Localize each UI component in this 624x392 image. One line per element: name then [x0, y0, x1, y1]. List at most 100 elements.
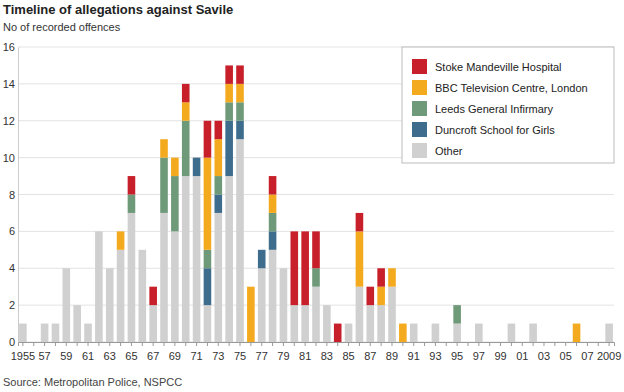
bar-segment [518, 342, 526, 343]
bar-segment [605, 323, 613, 324]
bar-segment [41, 323, 49, 324]
bar-segment [73, 305, 81, 342]
bar-segment [301, 231, 309, 305]
x-tick: 77 [256, 342, 268, 362]
x-tick-mark [565, 342, 566, 346]
bar-segment [562, 342, 570, 343]
x-tick: 1955 [11, 342, 35, 362]
bar-segment [356, 231, 364, 286]
bar-segment [214, 121, 222, 139]
bar-segment [30, 342, 38, 343]
bar-segment [432, 324, 440, 342]
x-tick-mark [489, 342, 490, 346]
y-tick: 2 [9, 299, 18, 311]
bar-segment [486, 342, 494, 343]
x-tick: 83 [321, 342, 333, 362]
bar-segment [41, 324, 49, 342]
bar-segment [225, 65, 233, 83]
x-tick-mark [598, 342, 599, 346]
bar-segment [290, 305, 298, 342]
bar-segment [52, 323, 60, 324]
bars [19, 65, 613, 342]
bar-segment [366, 305, 374, 342]
bar-segment [410, 323, 418, 324]
x-tick-mark [272, 342, 273, 346]
x-tick-mark [196, 342, 197, 346]
x-tick-mark [109, 342, 110, 346]
x-tick: 89 [386, 342, 398, 362]
x-tick: 63 [104, 342, 116, 362]
bar-segment [529, 324, 537, 342]
bar-segment [149, 305, 157, 342]
bar-segment [258, 249, 266, 250]
bar-segment [204, 158, 212, 250]
bar-segment [584, 342, 592, 343]
y-tick-label: 16 [3, 41, 15, 53]
bar-segment [52, 324, 60, 342]
bar-segment [573, 324, 581, 342]
x-tick-mark [142, 342, 143, 346]
x-tick: 2009 [597, 342, 621, 362]
y-tick-label: 10 [3, 152, 15, 164]
x-tick-label: 57 [38, 350, 50, 362]
bar-segment [73, 305, 81, 306]
x-tick [207, 342, 208, 346]
bar-segment [160, 139, 168, 140]
bar-segment [139, 249, 147, 250]
bar-segment [95, 231, 103, 232]
x-tick: 61 [82, 342, 94, 362]
bar-segment [280, 268, 288, 342]
bar-segment [149, 287, 157, 305]
bar-segment [410, 324, 418, 342]
x-tick-mark [359, 342, 360, 346]
bar-segment [73, 305, 81, 306]
bar-segment [19, 323, 27, 324]
x-tick: 03 [538, 342, 550, 362]
x-tick-mark [164, 342, 165, 346]
bar-segment [225, 121, 233, 176]
x-tick-mark [587, 342, 588, 346]
bar-segment [63, 268, 71, 342]
x-tick: 85 [342, 342, 354, 362]
x-tick: 97 [473, 342, 485, 362]
bar-segment [139, 249, 147, 250]
x-tick-label: 79 [277, 350, 289, 362]
bar-segment [486, 342, 494, 343]
bar-segment [486, 342, 494, 343]
bar-segment [171, 176, 179, 231]
x-tick-mark [457, 342, 458, 346]
bar-segment [399, 323, 407, 324]
bar-segment [529, 323, 537, 324]
x-tick [120, 342, 121, 346]
x-tick-mark [370, 342, 371, 346]
bar-segment [312, 231, 320, 268]
x-tick: 91 [408, 342, 420, 362]
bar-segment [464, 342, 472, 343]
bar-segment [171, 158, 179, 176]
bar-segment [584, 342, 592, 343]
x-tick-mark [326, 342, 327, 346]
bar-segment [594, 342, 602, 343]
bar-segment [280, 268, 288, 269]
bar-segment [562, 342, 570, 343]
bar-segment [540, 342, 548, 343]
x-tick-label: 69 [169, 350, 181, 362]
x-tick-label: 03 [538, 350, 550, 362]
bar-segment [594, 342, 602, 343]
bar-segment [204, 305, 212, 342]
bar-segment [258, 249, 266, 250]
bar-segment [540, 342, 548, 343]
x-tick-label: 01 [516, 350, 528, 362]
x-tick: 79 [277, 342, 289, 362]
bar-segment [258, 268, 266, 342]
bar-segment [529, 323, 537, 324]
x-tick: 57 [38, 342, 50, 362]
y-tick: 16 [3, 41, 18, 53]
bar-segment [475, 323, 483, 324]
x-tick-mark [511, 342, 512, 346]
x-tick: 73 [212, 342, 224, 362]
bar-segment [95, 231, 103, 232]
y-tick: 12 [3, 115, 18, 127]
bar-segment [551, 342, 559, 343]
bar-segment [584, 342, 592, 343]
